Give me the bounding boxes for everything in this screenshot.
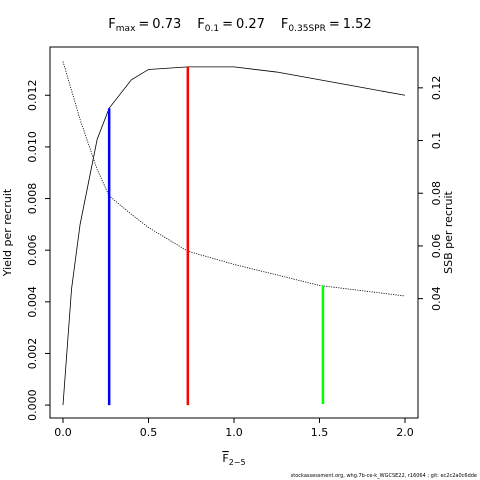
x-label-sub: 2−5	[229, 458, 246, 467]
title-value: 1.52	[343, 17, 372, 32]
y-tick-label: 0.012	[26, 80, 39, 112]
x-tick-label: 2.0	[396, 426, 414, 439]
y2-tick-label: 0.04	[430, 286, 443, 311]
y-tick-label: 0.006	[26, 234, 39, 266]
y2-axis-label: SSB per recruit	[442, 190, 455, 273]
title-sub: 0.1	[205, 24, 219, 34]
y2-tick-label: 0.08	[430, 181, 443, 206]
title-name: F	[197, 17, 204, 32]
curve	[62, 61, 406, 297]
y-tick-label: 0.004	[26, 286, 39, 318]
y-tick-label: 0.010	[26, 131, 39, 163]
y2-tick-label: 0.06	[430, 234, 443, 259]
y2-tick-label: 0.1	[430, 132, 443, 150]
title-rel: =	[329, 17, 340, 32]
y-tick-label: 0.002	[26, 338, 39, 370]
x-label-name: F	[222, 452, 228, 465]
title-name: F	[108, 17, 115, 32]
chart-title: Fmax = 0.73 F0.1 = 0.27 F0.35SPR = 1.52	[108, 17, 371, 34]
y2-tick-label: 0.12	[430, 76, 443, 101]
footnote: stockassessment.org, whg.7b-ce-k_WGCSE22…	[291, 473, 477, 479]
x-tick-label: 0.5	[140, 426, 158, 439]
x-axis-label: F2−5	[222, 452, 245, 467]
title-rel: =	[222, 17, 233, 32]
y-tick-label: 0.000	[26, 389, 39, 421]
title-name: F	[281, 17, 288, 32]
x-tick-label: 1.0	[225, 426, 243, 439]
plot-frame	[49, 46, 419, 419]
title-value: 0.73	[152, 17, 181, 32]
y-axis-label: Yield per recruit	[1, 188, 14, 277]
curve	[62, 66, 406, 406]
title-sub: max	[116, 24, 136, 34]
title-rel: =	[138, 17, 149, 32]
x-tick-label: 0.0	[54, 426, 72, 439]
title-value: 0.27	[236, 17, 265, 32]
x-tick-label: 1.5	[311, 426, 329, 439]
y-tick-label: 0.008	[26, 183, 39, 215]
title-sub: 0.35SPR	[288, 24, 325, 34]
